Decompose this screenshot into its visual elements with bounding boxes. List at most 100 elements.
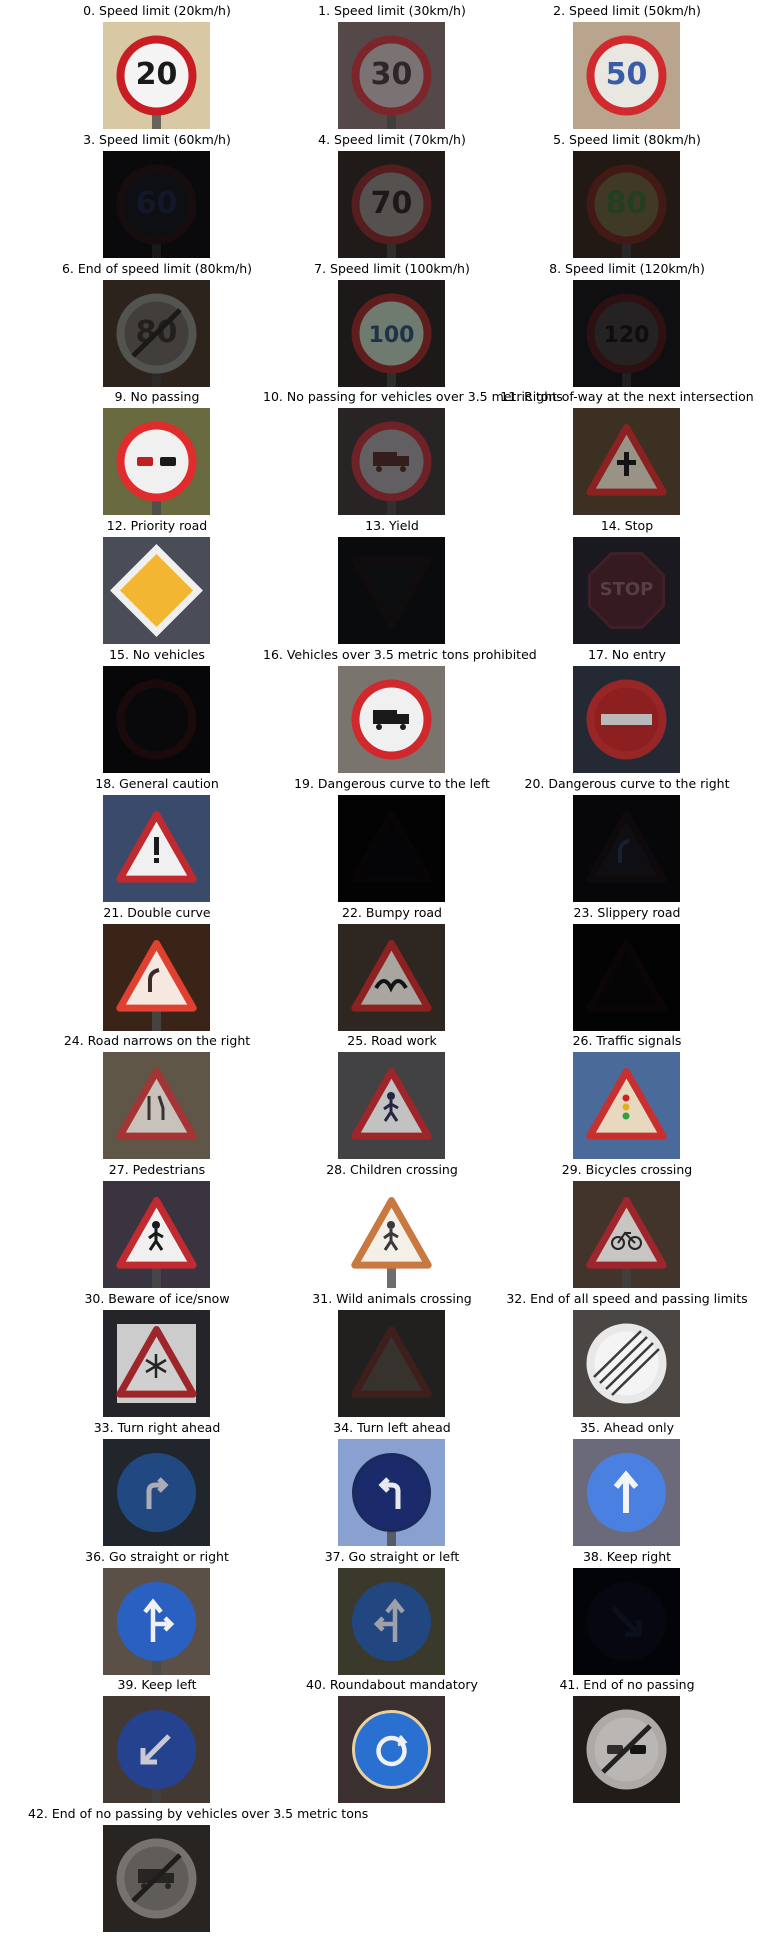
sign-label: 30. Beware of ice/snow (84, 1291, 230, 1306)
sign-cell: 40. Roundabout mandatory (263, 1674, 521, 1804)
sign-glyph-mark (147, 1095, 165, 1121)
sign-cell: 19. Dangerous curve to the left (263, 773, 521, 902)
sign-glyph-mark (400, 724, 406, 730)
sign-cell: 1. Speed limit (30km/h) 30 (263, 0, 521, 129)
sign-image (338, 923, 445, 1031)
sign-exposure-overlay (103, 1696, 210, 1804)
sign-label: 15. No vehicles (109, 647, 205, 662)
sign-exposure-overlay (573, 1567, 680, 1675)
sign-glyph-mark (622, 1103, 630, 1111)
sign-label: 12. Priority road (106, 518, 208, 534)
sign-pole (387, 492, 396, 516)
sign-cell: 24. Road narrows on the right (28, 1030, 286, 1160)
sign-cell: 26. Traffic signals (498, 1030, 756, 1160)
sign-slash (131, 307, 182, 358)
sign-thumbnail (338, 1052, 445, 1160)
sign-exposure-overlay (573, 279, 680, 387)
sign-shape (110, 544, 203, 638)
sign-glyph-text: 50 (606, 57, 648, 92)
sign-image (338, 794, 445, 902)
sign-glyph-mark (617, 1231, 636, 1244)
sign-cell: 38. Keep right (498, 1546, 756, 1675)
sign-label: 11. Right-of-way at the next intersectio… (500, 389, 754, 405)
sign-image (573, 666, 680, 773)
sign-glyph-mark (148, 967, 160, 992)
sign-image (573, 1310, 680, 1417)
sign-glyph-mark (383, 1100, 399, 1123)
sign-cell: 15. No vehicles (28, 644, 286, 773)
sign-thumbnail (338, 537, 445, 645)
sign-glyph-mark (397, 456, 409, 467)
sign-glyph-mark (628, 1236, 642, 1251)
sign-label: 2. Speed limit (50km/h) (553, 3, 701, 18)
sign-pole (152, 1265, 161, 1289)
sign-thumbnail (103, 923, 210, 1031)
sign-image: 70 (338, 150, 445, 258)
sign-exposure-overlay (103, 666, 210, 773)
sign-exposure-overlay (573, 794, 680, 902)
sign-thumbnail (103, 1825, 210, 1933)
sign-image (103, 1052, 210, 1160)
sign-image (338, 1438, 445, 1546)
sign-image (573, 1567, 680, 1675)
sign-label: 9. No passing (114, 389, 200, 405)
sign-label: 23. Slippery road (573, 904, 681, 920)
sign-image (103, 537, 210, 645)
sign-cell: 34. Turn left ahead (263, 1417, 521, 1546)
sign-thumbnail (338, 1310, 445, 1417)
sign-exposure-overlay (103, 1438, 210, 1546)
sign-thumbnail (573, 1310, 680, 1417)
sign-pole (152, 1651, 161, 1675)
sign-thumbnail (103, 666, 210, 773)
sign-label: 34. Turn left ahead (333, 1419, 451, 1435)
sign-glyph-mark (400, 466, 406, 473)
sign-image (573, 794, 680, 902)
sign-thumbnail (103, 408, 210, 516)
sign-label: 7. Speed limit (100km/h) (314, 260, 470, 276)
sign-label: 33. Turn right ahead (93, 1419, 221, 1435)
sign-thumbnail (338, 1567, 445, 1675)
sign-label: 8. Speed limit (120km/h) (549, 260, 705, 276)
sign-label: 32. End of all speed and passing limits (506, 1291, 748, 1306)
sign-exposure-overlay (103, 1052, 210, 1160)
sign-shape (117, 1581, 196, 1661)
sign-image (573, 923, 680, 1031)
sign-glyph-mark (143, 1597, 175, 1642)
sign-thumbnail (338, 666, 445, 773)
sign-image (338, 537, 445, 645)
sign-glyph-mark (160, 457, 176, 467)
sign-pole (622, 234, 631, 258)
sign-label: 20. Dangerous curve to the right (524, 775, 730, 791)
sign-image: 80 (573, 150, 680, 258)
sign-exposure-overlay (338, 537, 445, 645)
sign-cell: 20. Dangerous curve to the right (498, 773, 756, 902)
sign-shape (351, 1326, 432, 1398)
sign-label: 42. End of no passing by vehicles over 3… (28, 1806, 369, 1822)
sign-glyph-mark (601, 714, 652, 725)
sign-image: STOP (573, 537, 680, 645)
sign-label: 28. Children crossing (326, 1162, 458, 1178)
sign-exposure-overlay (338, 408, 445, 516)
sign-exposure-overlay (103, 1825, 210, 1933)
sign-cell: 23. Slippery road (498, 902, 756, 1031)
sign-exposure-overlay (338, 22, 445, 129)
sign-thumbnail (573, 1696, 680, 1804)
sign-glyph-mark (617, 460, 636, 466)
sign-glyph-mark (613, 1470, 639, 1513)
sign-shape (116, 1068, 197, 1140)
sign-glyph-mark (137, 457, 153, 467)
sign-shape (351, 164, 432, 245)
sign-label: 0. Speed limit (20km/h) (83, 3, 231, 18)
sign-thumbnail (338, 1696, 445, 1804)
sign-glyph-mark (397, 714, 409, 724)
sign-thumbnail: STOP (573, 537, 680, 645)
sign-label: 31. Wild animals crossing (312, 1291, 472, 1306)
sign-cell: 7. Speed limit (100km/h) 100 (263, 258, 521, 387)
sign-glyph-mark (611, 1236, 625, 1251)
sign-image (338, 1696, 445, 1804)
sign-glyph-text: 100 (369, 323, 415, 348)
sign-shape (351, 939, 432, 1012)
sign-thumbnail (103, 1567, 210, 1675)
sign-thumbnail: 50 (573, 22, 680, 129)
sign-image (338, 1052, 445, 1160)
